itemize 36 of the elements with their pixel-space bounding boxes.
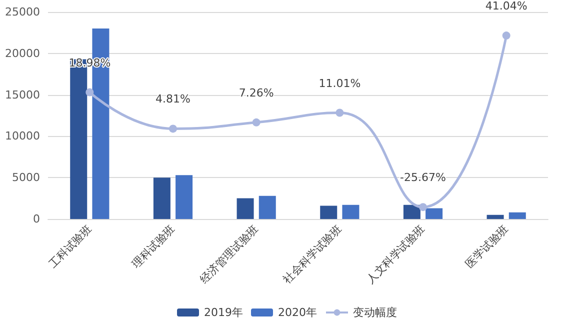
legend-label: 2020年 [278,306,317,319]
y-tick-label: 0 [33,212,40,226]
y-tick-label: 5000 [12,171,40,184]
bar [403,204,420,219]
bar [153,178,170,219]
y-tick-label: 25000 [5,6,40,18]
x-tick-label: 工科试验班 [46,222,94,270]
x-tick-label: 人文科学试验班 [364,222,428,286]
bar [342,204,360,219]
data-label: 41.04% [485,0,528,13]
point [419,203,427,212]
bar [258,196,276,219]
legend-label: 2019年 [204,306,244,319]
y-tick-label: 15000 [5,88,40,102]
x-tick-label: 社会科学试验班 [280,222,344,286]
data-label: 11.01% [318,76,361,90]
x-tick-label: 经济管理试验班 [197,222,261,286]
point [169,124,177,133]
bar [236,198,254,219]
data-label: 4.81% [156,92,190,106]
data-label: -25.67% [400,171,446,184]
y-tick-label: 20000 [5,46,40,60]
point [252,118,260,126]
point [86,88,94,96]
bar [426,208,443,219]
point [502,32,510,40]
bar [176,175,193,219]
x-tick-label: 医学试验班 [462,222,511,270]
point [336,108,344,117]
bar [486,214,504,219]
x-tick-label: 理科试验班 [130,222,178,270]
bar [508,212,526,219]
legend-label: 变动幅度 [352,306,397,319]
y-tick-label: 10000 [5,130,40,143]
bar [320,206,338,219]
data-label: 7.26% [238,86,274,100]
